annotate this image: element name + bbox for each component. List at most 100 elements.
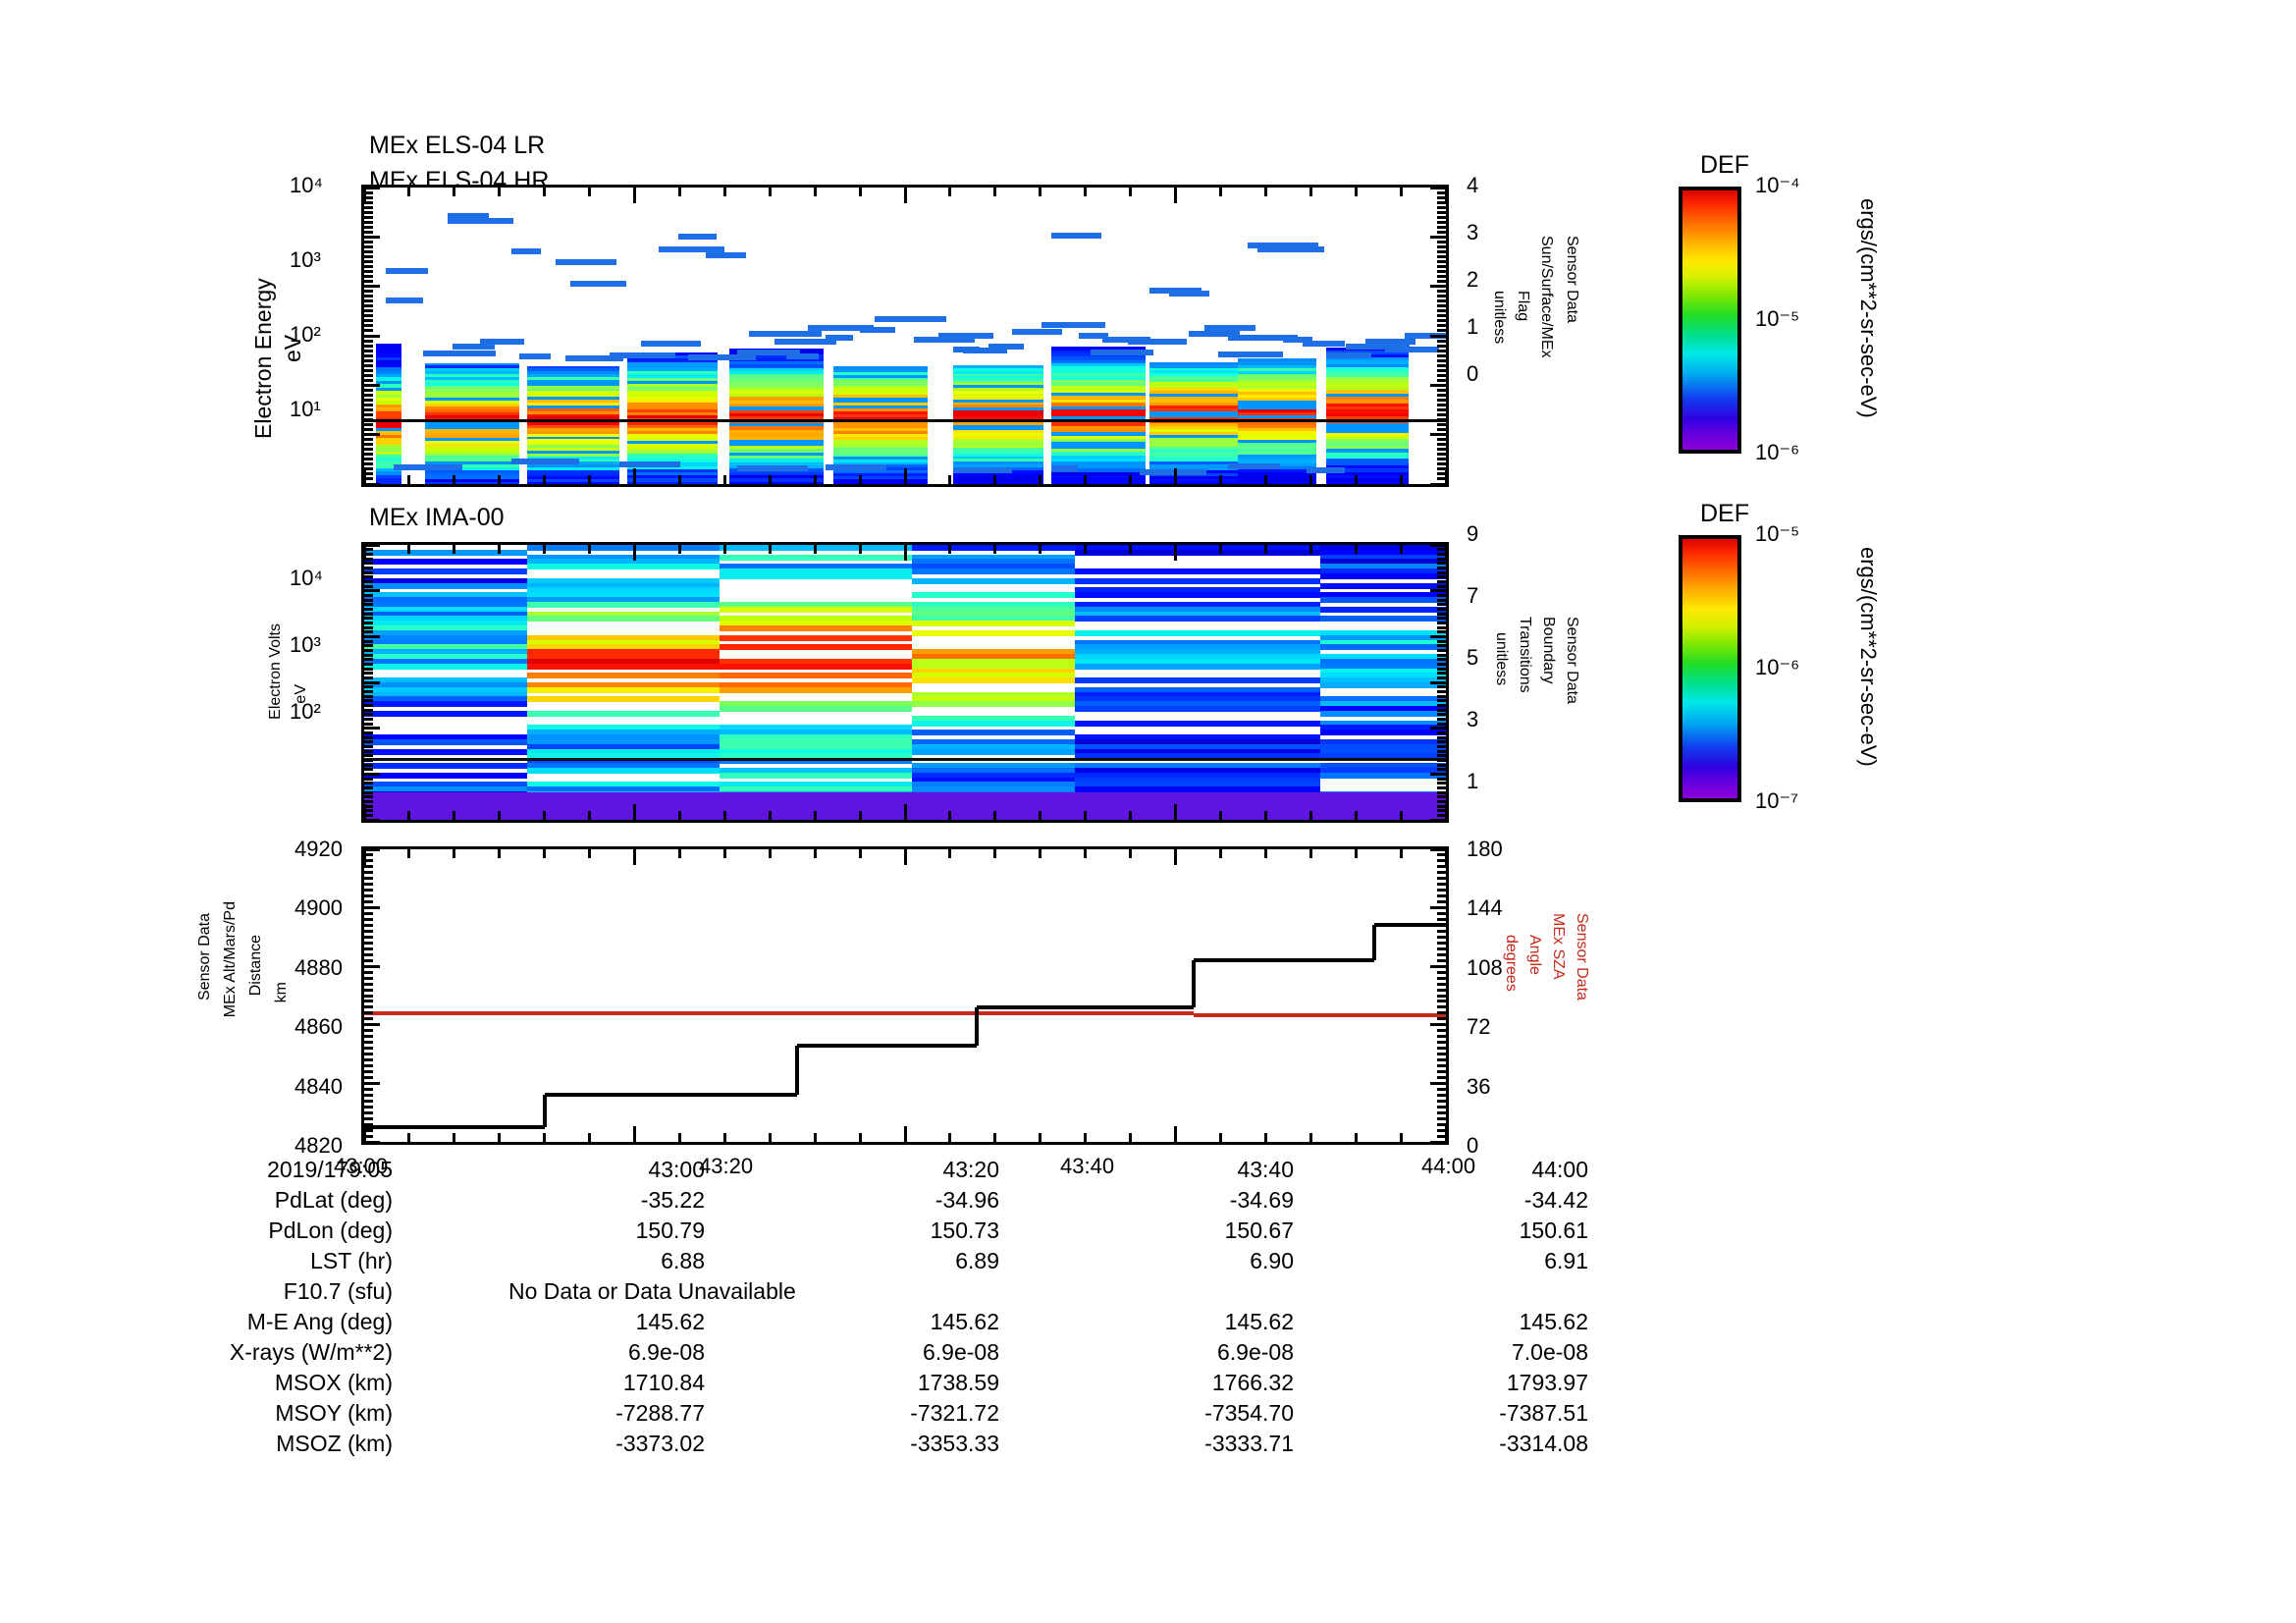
panel-ima-spectrogram[interactable] [361,542,1449,823]
spectrogram-cell [720,572,912,579]
axis-tick [1437,1035,1446,1039]
spectrogram-cell [376,401,401,406]
axis-tick [813,1133,817,1142]
spectrogram-cell [527,634,720,641]
axis-tick [588,475,592,484]
spectrogram-cell [1238,361,1316,367]
axis-tick [1437,462,1446,466]
spectrogram-cell [376,397,401,404]
axis-tick [364,334,380,338]
panel-els-spectrogram[interactable] [361,185,1449,487]
spectrogram-cell [1326,383,1409,389]
spectrogram-cell [1326,459,1409,464]
p1-y2tick-4: 4 [1467,173,1479,197]
spectrogram-cell [425,389,519,394]
axis-tick [1437,244,1446,248]
axis-tick [364,225,373,229]
spectrogram-cell [1320,677,1446,684]
spectrogram-cell [527,686,720,693]
axis-tick [1218,475,1222,484]
axis-tick [364,853,373,857]
axis-tick [1039,849,1042,858]
table-cell: 6.9e-08 [627,1339,705,1365]
spectrogram-cell [527,379,619,385]
panel-altitude-sza[interactable] [361,846,1449,1145]
spectrogram-cell [912,568,1075,575]
axis-tick [948,849,952,858]
axis-tick [677,1133,681,1142]
axis-tick [364,319,373,323]
axis-tick [858,849,862,858]
spectrogram-cell [386,297,424,303]
spectrogram-cell [376,455,401,460]
axis-tick [364,982,373,986]
spectrogram-cell [833,383,928,389]
spectrogram-cell [376,414,401,420]
xtick-1: 43:20 [699,1154,754,1178]
spectrogram-cell [1346,343,1410,350]
axis-tick [1437,676,1446,679]
spectrogram-cell [1326,397,1409,403]
spectrogram-cell [376,394,401,400]
axis-tick [498,811,502,820]
spectrogram-cell [720,682,912,689]
spectrogram-cell [729,404,824,409]
spectrogram-cell [1238,392,1316,397]
p3-ytick-4880: 4880 [294,955,343,980]
spectrogram-cell [1149,414,1240,419]
axis-tick [364,220,373,224]
spectrogram-cell [729,426,824,432]
axis-tick [364,988,373,992]
spectrogram-cell [627,471,718,477]
axis-tick [813,811,817,820]
spectrogram-cell [720,564,912,570]
spectrogram-cell [425,380,519,386]
spectrogram-cell [720,743,912,750]
spectrogram-cell [1238,445,1316,451]
boundary-transition-line [364,758,1446,761]
spectrogram-cell [1326,387,1409,393]
table-cell: -7387.51 [1499,1400,1588,1426]
axis-tick [364,353,373,357]
axis-tick [768,849,772,858]
axis-tick [1437,941,1446,945]
axis-tick [1437,349,1446,352]
axis-tick [364,598,373,602]
axis-tick [364,275,373,279]
line-segment [1193,1012,1446,1017]
spectrogram-cell [1075,549,1320,556]
axis-tick [1437,754,1446,758]
spectrogram-cell [425,460,519,466]
spectrogram-cell [833,478,928,484]
axis-tick [453,1133,456,1142]
spectrogram-cell [1326,409,1409,415]
axis-tick [1084,811,1088,820]
axis-tick [1430,849,1446,851]
axis-tick [1399,1133,1403,1142]
axis-tick [498,545,502,554]
table-cell: 145.62 [930,1309,999,1334]
spectrogram-cell [1075,577,1320,584]
axis-tick [1039,811,1042,820]
axis-tick [948,811,952,820]
spectrogram-cell [1320,639,1446,646]
axis-tick [813,188,817,196]
spectrogram-cell [364,682,527,689]
spectrogram-cell [1149,388,1240,394]
axis-tick [364,894,373,898]
axis-tick [1218,1133,1222,1142]
spectrogram-cell [425,450,519,455]
axis-tick [364,818,380,820]
spectrogram-cell [953,405,1043,410]
axis-tick [364,403,373,406]
spectrogram-cell [1320,554,1446,561]
spectrogram-cell [364,663,527,670]
axis-tick [364,849,366,865]
spectrogram-cell [1257,245,1324,252]
spectrogram-cell [1320,545,1446,552]
spectrogram-cell [1320,568,1446,575]
spectrogram-cell [729,413,824,419]
spectrogram-cell [1051,445,1146,451]
axis-tick [364,958,373,962]
axis-tick [364,849,380,851]
